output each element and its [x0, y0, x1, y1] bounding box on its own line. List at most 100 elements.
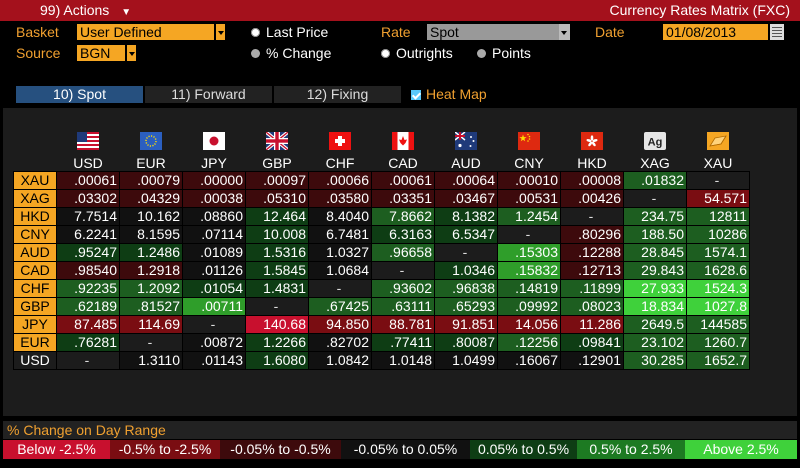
matrix-cell[interactable]: 114.69	[119, 314, 183, 334]
matrix-cell[interactable]: .01143	[182, 350, 246, 370]
matrix-cell[interactable]: .03467	[434, 188, 498, 208]
matrix-cell[interactable]: .00038	[182, 188, 246, 208]
matrix-cell[interactable]: 7.7514	[56, 206, 120, 226]
matrix-cell[interactable]: .12256	[497, 332, 561, 352]
actions-label[interactable]: 99) Actions	[40, 2, 110, 18]
matrix-cell[interactable]: .08860	[182, 206, 246, 226]
matrix-cell[interactable]: 1.2092	[119, 278, 183, 298]
matrix-cell[interactable]: 1260.7	[686, 332, 750, 352]
matrix-cell[interactable]: 1027.8	[686, 296, 750, 316]
matrix-cell[interactable]: 6.5347	[434, 224, 498, 244]
matrix-cell[interactable]: .01054	[182, 278, 246, 298]
matrix-cell[interactable]: 2649.5	[623, 314, 687, 334]
row-header-cad[interactable]: CAD	[13, 260, 57, 280]
matrix-cell[interactable]: .93602	[371, 278, 435, 298]
matrix-cell[interactable]: 10.162	[119, 206, 183, 226]
matrix-cell[interactable]: 8.1382	[434, 206, 498, 226]
row-header-hkd[interactable]: HKD	[13, 206, 57, 226]
row-header-gbp[interactable]: GBP	[13, 296, 57, 316]
matrix-cell[interactable]: .00079	[119, 170, 183, 190]
matrix-cell[interactable]: .00711	[182, 296, 246, 316]
rate-dropdown-icon[interactable]	[559, 24, 570, 40]
matrix-cell[interactable]: 18.834	[623, 296, 687, 316]
matrix-cell[interactable]: .00000	[182, 170, 246, 190]
matrix-cell[interactable]: .00061	[56, 170, 120, 190]
radio-selected-icon[interactable]	[381, 49, 390, 58]
matrix-cell[interactable]: 91.851	[434, 314, 498, 334]
matrix-cell[interactable]: .09992	[497, 296, 561, 316]
matrix-cell[interactable]: 6.3163	[371, 224, 435, 244]
row-header-usd[interactable]: USD	[13, 350, 57, 370]
matrix-cell[interactable]: .96838	[434, 278, 498, 298]
matrix-cell[interactable]: .01126	[182, 260, 246, 280]
matrix-cell[interactable]: .80087	[434, 332, 498, 352]
matrix-cell[interactable]: -	[308, 278, 372, 298]
matrix-cell[interactable]: 1.0842	[308, 350, 372, 370]
matrix-cell[interactable]: .16067	[497, 350, 561, 370]
matrix-cell[interactable]: 1628.6	[686, 260, 750, 280]
calendar-icon[interactable]	[770, 24, 784, 40]
matrix-cell[interactable]: 1.6080	[245, 350, 309, 370]
chevron-down-icon[interactable]: ▼	[121, 7, 132, 18]
matrix-cell[interactable]: .12901	[560, 350, 624, 370]
matrix-cell[interactable]: .00097	[245, 170, 309, 190]
points-radio[interactable]: Points	[477, 45, 531, 61]
tab-spot[interactable]: 10) Spot	[16, 86, 143, 103]
matrix-cell[interactable]: .14819	[497, 278, 561, 298]
matrix-cell[interactable]: .00426	[560, 188, 624, 208]
actions-menu[interactable]: 99) Actions ▼	[40, 2, 131, 18]
matrix-cell[interactable]: 1.0346	[434, 260, 498, 280]
matrix-cell[interactable]: .96658	[371, 242, 435, 262]
row-header-cny[interactable]: CNY	[13, 224, 57, 244]
matrix-cell[interactable]: 234.75	[623, 206, 687, 226]
matrix-cell[interactable]: .00008	[560, 170, 624, 190]
matrix-cell[interactable]: 29.843	[623, 260, 687, 280]
radio-unselected-icon[interactable]	[477, 49, 486, 58]
matrix-cell[interactable]: .04329	[119, 188, 183, 208]
row-header-xau[interactable]: XAU	[13, 170, 57, 190]
matrix-cell[interactable]: .77411	[371, 332, 435, 352]
matrix-cell[interactable]: -	[182, 314, 246, 334]
matrix-cell[interactable]: .00064	[434, 170, 498, 190]
matrix-cell[interactable]: 8.4040	[308, 206, 372, 226]
matrix-cell[interactable]: .95247	[56, 242, 120, 262]
matrix-cell[interactable]: -	[371, 260, 435, 280]
row-header-chf[interactable]: CHF	[13, 278, 57, 298]
matrix-cell[interactable]: .01832	[623, 170, 687, 190]
heat-map-toggle[interactable]: Heat Map	[411, 86, 487, 102]
matrix-cell[interactable]: .12713	[560, 260, 624, 280]
matrix-cell[interactable]: 8.1595	[119, 224, 183, 244]
last-price-radio[interactable]: Last Price	[251, 24, 328, 40]
matrix-cell[interactable]: 54.571	[686, 188, 750, 208]
matrix-cell[interactable]: .09841	[560, 332, 624, 352]
matrix-cell[interactable]: 12.464	[245, 206, 309, 226]
matrix-cell[interactable]: 1524.3	[686, 278, 750, 298]
matrix-cell[interactable]: .12288	[560, 242, 624, 262]
matrix-cell[interactable]: .65293	[434, 296, 498, 316]
radio-selected-icon[interactable]	[251, 28, 260, 37]
basket-select[interactable]: User Defined	[77, 24, 214, 40]
matrix-cell[interactable]: -	[560, 206, 624, 226]
matrix-cell[interactable]: .01089	[182, 242, 246, 262]
radio-unselected-icon[interactable]	[251, 49, 260, 58]
matrix-cell[interactable]: .62189	[56, 296, 120, 316]
matrix-cell[interactable]: .08023	[560, 296, 624, 316]
matrix-cell[interactable]: .00010	[497, 170, 561, 190]
matrix-cell[interactable]: 6.2241	[56, 224, 120, 244]
matrix-cell[interactable]: 14.056	[497, 314, 561, 334]
matrix-cell[interactable]: 23.102	[623, 332, 687, 352]
matrix-cell[interactable]: 88.781	[371, 314, 435, 334]
matrix-cell[interactable]: 1.4831	[245, 278, 309, 298]
matrix-cell[interactable]: 27.933	[623, 278, 687, 298]
matrix-cell[interactable]: .00531	[497, 188, 561, 208]
matrix-cell[interactable]: 1.0499	[434, 350, 498, 370]
matrix-cell[interactable]: .00061	[371, 170, 435, 190]
matrix-cell[interactable]: 7.8662	[371, 206, 435, 226]
matrix-cell[interactable]: 10.008	[245, 224, 309, 244]
matrix-cell[interactable]: -	[497, 224, 561, 244]
matrix-cell[interactable]: 30.285	[623, 350, 687, 370]
matrix-cell[interactable]: 1.2486	[119, 242, 183, 262]
matrix-cell[interactable]: 1652.7	[686, 350, 750, 370]
matrix-cell[interactable]: .63111	[371, 296, 435, 316]
matrix-cell[interactable]: 87.485	[56, 314, 120, 334]
